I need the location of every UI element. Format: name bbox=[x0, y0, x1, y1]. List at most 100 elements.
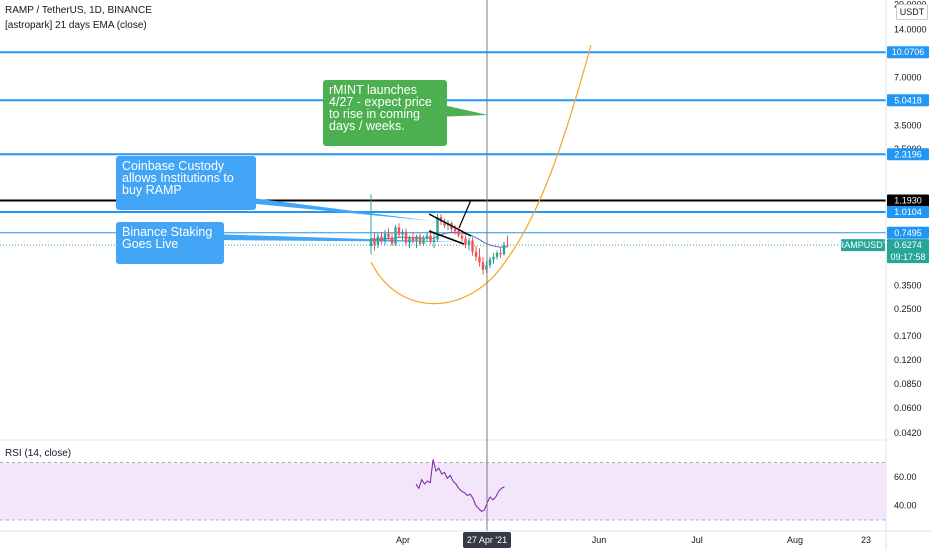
candle-body bbox=[422, 237, 425, 244]
level-price-tag bbox=[887, 226, 929, 239]
price-tick-label: 3.5000 bbox=[894, 121, 922, 131]
candle-body bbox=[418, 236, 422, 244]
candle-body bbox=[439, 217, 443, 222]
callout-rmint-line: days / weeks. bbox=[329, 119, 405, 133]
candle-body bbox=[492, 256, 495, 260]
price-tick-label: 0.0600 bbox=[894, 403, 922, 413]
candle-body bbox=[404, 231, 408, 243]
candle-body bbox=[432, 239, 436, 242]
time-tick-label: 23 bbox=[861, 535, 871, 545]
callout-rmint-line: rMINT launches bbox=[329, 83, 417, 97]
candle-body bbox=[506, 244, 509, 246]
callout-coinbase-pointer bbox=[236, 196, 432, 221]
candle-body bbox=[499, 253, 502, 255]
rsi-tick-label: 60.00 bbox=[894, 472, 917, 482]
rsi-tick-label: 40.00 bbox=[894, 501, 917, 511]
price-tick-label: 0.0850 bbox=[894, 379, 922, 389]
time-tick-label: Jun bbox=[592, 535, 607, 545]
time-tick-label: Apr bbox=[396, 535, 410, 545]
candle-body bbox=[373, 238, 376, 245]
candle-body bbox=[401, 231, 404, 235]
level-price-label: 5.0418 bbox=[894, 95, 922, 105]
candle-body bbox=[415, 236, 418, 241]
crosshair-date-label: 27 Apr '21 bbox=[467, 535, 507, 545]
last-price-label: 0.6274 bbox=[894, 240, 922, 250]
candle-body bbox=[467, 240, 471, 245]
candle-body bbox=[429, 235, 432, 242]
candle-body bbox=[488, 259, 492, 266]
price-tick-label: 7.0000 bbox=[894, 73, 922, 83]
symbol-title: RAMP / TetherUS, 1D, BINANCE bbox=[5, 5, 152, 16]
trendline-lower bbox=[428, 230, 465, 245]
level-price-label: 10.0706 bbox=[892, 47, 925, 57]
price-tick-label: 0.3500 bbox=[894, 281, 922, 291]
rsi-line bbox=[415, 459, 505, 512]
level-price-tag bbox=[887, 46, 929, 59]
currency-badge[interactable]: USDT bbox=[896, 4, 928, 20]
price-tick-label: 0.1200 bbox=[894, 355, 922, 365]
callout-rmint-line: to rise in coming bbox=[329, 107, 421, 121]
candle-body bbox=[457, 230, 460, 236]
candle-body bbox=[481, 262, 485, 270]
candle-body bbox=[411, 237, 415, 241]
time-tick-label: Jul bbox=[691, 535, 703, 545]
candle-body bbox=[390, 237, 394, 244]
price-tick-label: 0.0420 bbox=[894, 428, 922, 438]
candle-body bbox=[464, 238, 467, 245]
last-price-tag bbox=[887, 239, 929, 264]
countdown-label: 09:17:58 bbox=[890, 252, 925, 262]
candle-body bbox=[502, 244, 506, 255]
symbol-tag bbox=[841, 239, 885, 252]
indicator-title: [astropark] 21 days EMA (close) bbox=[5, 20, 147, 31]
callout-binance-pointer bbox=[210, 234, 460, 242]
candle-body bbox=[369, 238, 373, 246]
level-price-label: 1.1930 bbox=[894, 195, 922, 205]
candle-body bbox=[443, 221, 446, 226]
callout-binance[interactable]: Binance Staking Goes Live bbox=[116, 222, 224, 264]
callout-rmint-line: 4/27 - expect price bbox=[329, 95, 432, 109]
callout-coinbase-line: buy RAMP bbox=[122, 183, 182, 197]
callout-coinbase-line: Coinbase Custody bbox=[122, 159, 225, 173]
candle-body bbox=[460, 235, 464, 239]
arc-curve bbox=[370, 44, 592, 305]
time-tick-label: Aug bbox=[787, 535, 803, 545]
price-tick-label: 0.1700 bbox=[894, 331, 922, 341]
callout-binance-line: Binance Staking bbox=[122, 225, 213, 239]
price-tick-label: 14.0000 bbox=[894, 24, 927, 34]
callout-coinbase[interactable]: Coinbase Custody allows Institutions to … bbox=[116, 156, 256, 210]
candle-body bbox=[387, 233, 390, 238]
callout-coinbase-line: allows Institutions to bbox=[122, 171, 234, 185]
candle-body bbox=[453, 229, 457, 231]
candle-body bbox=[425, 235, 429, 238]
callout-binance-line: Goes Live bbox=[122, 237, 179, 251]
candle-body bbox=[474, 251, 478, 257]
symbol-tag-label: RAMPUSDT bbox=[838, 240, 889, 250]
candle-body bbox=[495, 253, 499, 257]
price-tick-label: 0.2500 bbox=[894, 304, 922, 314]
trendline-upper bbox=[428, 213, 472, 237]
candle-body bbox=[397, 227, 401, 235]
callout-rmint-pointer bbox=[434, 103, 488, 117]
level-price-label: 2.3196 bbox=[894, 149, 922, 159]
candle-body bbox=[408, 237, 411, 243]
level-price-label: 1.0104 bbox=[894, 207, 922, 217]
level-price-tag bbox=[887, 206, 929, 218]
level-price-label: 0.7495 bbox=[894, 228, 922, 238]
rsi-title: RSI (14, close) bbox=[5, 448, 72, 459]
callout-rmint[interactable]: rMINT launches 4/27 - expect price to ri… bbox=[323, 80, 447, 146]
candle-body bbox=[436, 217, 439, 240]
candle-body bbox=[380, 236, 383, 242]
candle-body bbox=[394, 227, 397, 244]
candle-body bbox=[471, 240, 474, 252]
level-price-tag bbox=[887, 194, 929, 207]
crosshair-date-box bbox=[463, 532, 511, 548]
trendline-break bbox=[458, 199, 472, 229]
candle-body bbox=[478, 256, 481, 263]
level-price-tag bbox=[887, 94, 929, 107]
candle-body bbox=[383, 233, 387, 242]
level-price-tag bbox=[887, 148, 929, 161]
rsi-band bbox=[0, 462, 886, 520]
candle-body bbox=[376, 236, 380, 245]
